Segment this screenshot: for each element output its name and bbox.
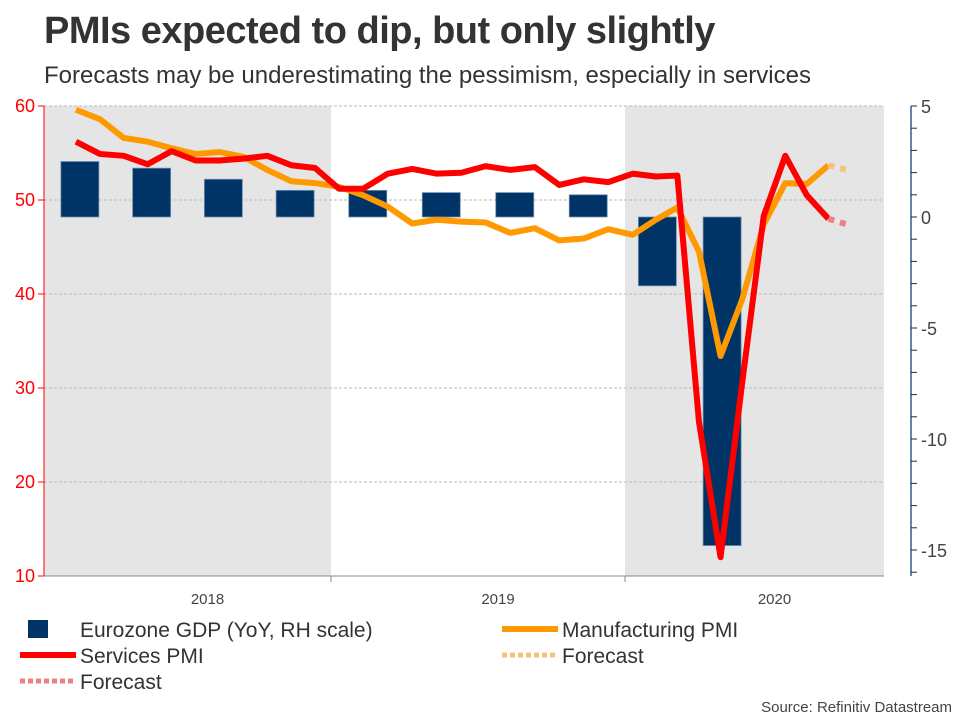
left-tick-label: 60 (15, 96, 35, 116)
services-forecast-line (827, 215, 851, 229)
gdp-bar (60, 161, 100, 218)
right-tick-label: -10 (921, 430, 947, 450)
gdp-bar (275, 189, 315, 218)
gdp-bar (203, 178, 243, 218)
services-pmi-line (74, 139, 831, 561)
right-tick-label: -5 (921, 319, 937, 339)
right-tick-label: -15 (921, 541, 947, 561)
gdp-bar (495, 192, 535, 218)
left-tick-label: 50 (15, 190, 35, 210)
legend-item: Eurozone GDP (YoY, RH scale) (28, 619, 373, 642)
gdp-bar (132, 167, 172, 218)
legend-label: Services PMI (80, 645, 204, 668)
x-tick-label: 2018 (191, 591, 224, 608)
legend-item: Services PMI (20, 645, 204, 668)
right-tick-label: 5 (921, 97, 931, 117)
x-tick-label: 2019 (481, 591, 514, 608)
manufacturing-pmi-line (74, 106, 831, 360)
left-tick-label: 40 (15, 284, 35, 304)
manufacturing-forecast-line (827, 162, 851, 174)
right-tick-label: 0 (921, 208, 931, 228)
shaded-band-2020 (625, 106, 884, 576)
legend-label: Eurozone GDP (YoY, RH scale) (80, 619, 373, 642)
legend-item: Forecast (20, 671, 162, 694)
left-tick-label: 30 (15, 378, 35, 398)
legend-label: Manufacturing PMI (562, 619, 738, 642)
left-tick-label: 20 (15, 472, 35, 492)
legend-label: Forecast (80, 671, 162, 694)
chart-subtitle: Forecasts may be underestimating the pes… (44, 62, 811, 89)
legend-swatch-box (28, 620, 48, 638)
legend-item: Manufacturing PMI (502, 619, 738, 642)
gdp-bar (421, 192, 461, 218)
legend-label: Forecast (562, 645, 644, 668)
x-tick-label: 2020 (758, 591, 791, 608)
legend: Eurozone GDP (YoY, RH scale) Manufacturin… (20, 619, 738, 694)
left-tick-label: 10 (15, 566, 35, 586)
chart-title: PMIs expected to dip, but only slightly (44, 10, 715, 52)
source-note: Source: Refinitiv Datastream (761, 699, 952, 716)
gdp-bar (568, 194, 608, 218)
legend-item: Forecast (502, 645, 644, 668)
pmi-lines (74, 106, 851, 561)
